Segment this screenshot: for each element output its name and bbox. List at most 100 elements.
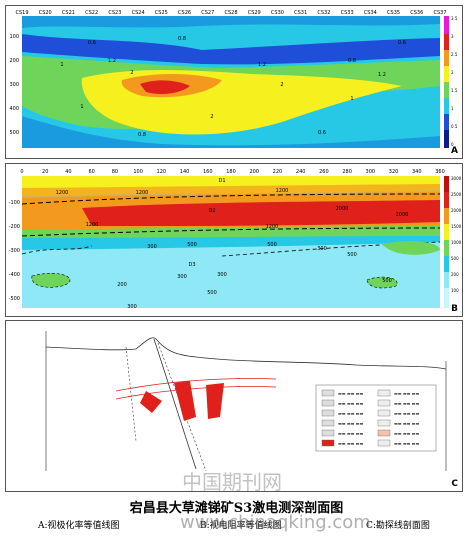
station-labels: CS19 CS20 CS21 CS22 CS23 CS24 CS25 CS26 CS27 CS28… <box>15 10 446 16</box>
legend-swatch <box>377 399 391 407</box>
distance-tick: 120 <box>157 169 167 175</box>
contour-1200-upper <box>21 193 441 205</box>
contour-label: D3 <box>188 262 195 268</box>
contour-label: D1 <box>218 178 225 184</box>
legend-swatch <box>377 429 391 437</box>
legend-swatch <box>321 389 335 397</box>
legend-text: ▬▬ ▬▬ ▬▬ <box>394 431 419 436</box>
contour-label: 0.6 <box>88 40 96 46</box>
terrain-profile <box>45 337 447 370</box>
contour-label: 1.2 <box>258 62 266 68</box>
contour-label: 500 <box>187 242 197 248</box>
panel-c-cross-section: ▬▬ ▬▬ ▬▬ ▬▬ ▬▬ ▬▬ ▬▬ ▬▬ ▬▬ ▬▬ ▬▬ ▬▬ ▬▬ ▬▬ ▬▬… <box>5 320 463 492</box>
distance-axis: 0 20 40 60 80 100 120 140 160 180 200 220 240 260 280 3… <box>20 169 444 175</box>
panel-a-svg: CS19 CS20 CS21 CS22 CS23 CS24 CS25 CS26 CS27 CS28… <box>9 10 458 148</box>
legend-swatch <box>321 429 335 437</box>
scale-tick: 3.5 <box>451 16 458 21</box>
legend-text: ▬▬ ▬▬ ▬▬ <box>338 421 363 426</box>
depth-tick: -400 <box>9 272 20 278</box>
legend-swatch <box>377 409 391 417</box>
contour-label: 300 <box>127 304 137 310</box>
colorbar-a: 3.5 3 2.5 2 1.5 1 0.5 0 <box>444 16 458 148</box>
station-label: CS19 <box>15 10 28 16</box>
contour-label: 1.2 <box>108 58 116 64</box>
contour-label: 300 <box>317 246 327 252</box>
contour-label: 1200 <box>276 188 289 194</box>
green-patch-left <box>31 273 71 288</box>
distance-tick: 60 <box>88 169 94 175</box>
station-label: CS33 <box>341 10 354 16</box>
station-label: CS35 <box>387 10 400 16</box>
drill-hole-2 <box>153 338 197 470</box>
drill-hole-1 <box>125 346 137 442</box>
panel-c-label: C <box>451 479 458 489</box>
legend-swatch <box>321 439 335 447</box>
contour-label: 1 <box>80 104 83 110</box>
legend-text: ▬▬ ▬▬ ▬▬ <box>394 391 419 396</box>
legend-swatch <box>377 389 391 397</box>
contour-label: 2 <box>210 114 213 120</box>
station-label: CS24 <box>132 10 145 16</box>
panel-c-svg: ▬▬ ▬▬ ▬▬ ▬▬ ▬▬ ▬▬ ▬▬ ▬▬ ▬▬ ▬▬ ▬▬ ▬▬ ▬▬ ▬▬ ▬▬… <box>45 331 447 472</box>
watermark-url: www.chinaqking.com <box>180 512 371 533</box>
distance-tick: 200 <box>249 169 259 175</box>
depth-tick: -200 <box>9 224 20 230</box>
legend-swatch <box>377 439 391 447</box>
contour-label: 0.6 <box>318 130 326 136</box>
cyan-layer <box>22 236 440 250</box>
depth-tick: 200 <box>9 58 19 64</box>
scale-tick: 1500 <box>451 224 462 229</box>
bottom-band <box>22 116 440 148</box>
scale-tick: 500 <box>451 256 459 261</box>
fault-line <box>115 378 277 392</box>
distance-tick: 260 <box>319 169 329 175</box>
distance-tick: 240 <box>296 169 306 175</box>
legend-text: ▬▬ ▬▬ ▬▬ <box>394 421 419 426</box>
depth-axis: 100 200 300 400 500 <box>9 34 19 136</box>
scale-tick: 3 <box>451 34 454 39</box>
subcaption-b: B:视电阻率等值线图 <box>200 521 282 531</box>
legend-text: ▬▬ ▬▬ ▬▬ <box>338 401 363 406</box>
station-label: CS36 <box>410 10 423 16</box>
fault-line-2 <box>115 386 277 400</box>
contour-1200-lower <box>21 227 441 237</box>
contour-label: D2 <box>208 208 215 214</box>
distance-tick: 180 <box>226 169 236 175</box>
top-band <box>22 16 440 28</box>
distance-tick: 160 <box>203 169 213 175</box>
scale-tick: 1.5 <box>451 88 458 93</box>
red-layer <box>82 200 440 226</box>
ore-body-3 <box>206 383 224 419</box>
legend-swatch <box>321 419 335 427</box>
distance-tick: 80 <box>112 169 118 175</box>
contour-label: 1200 <box>136 190 149 196</box>
station-label: CS22 <box>85 10 98 16</box>
panel-b-label: B <box>451 304 458 314</box>
station-label: CS30 <box>271 10 284 16</box>
contour-label: 300 <box>177 274 187 280</box>
distance-tick: 140 <box>180 169 190 175</box>
legend-swatch <box>377 419 391 427</box>
contour-label: 500 <box>382 278 392 284</box>
blue-band <box>22 34 440 65</box>
legend-text: ▬▬ ▬▬ ▬▬ <box>338 431 363 436</box>
contour-label: 300 <box>147 244 157 250</box>
depth-tick: 100 <box>9 34 19 40</box>
scale-tick: 0.5 <box>451 124 458 129</box>
depth-axis: -100 -200 -300 -400 -500 <box>9 200 20 302</box>
distance-tick: 100 <box>133 169 143 175</box>
depth-tick: -500 <box>9 296 20 302</box>
station-label: CS21 <box>62 10 75 16</box>
distance-tick: 20 <box>42 169 48 175</box>
contour-label: 500 <box>347 252 357 258</box>
station-label: CS27 <box>201 10 214 16</box>
scale-tick: 0 <box>451 142 454 147</box>
contour-label: 1 <box>350 96 353 102</box>
scale-tick: 2 <box>451 70 454 75</box>
contour-label: 0.8 <box>178 36 186 42</box>
depth-tick: 300 <box>9 82 19 88</box>
panel-b-svg: 0 20 40 60 80 100 120 140 160 180 200 220 240 260 280 3… <box>9 169 462 310</box>
station-label: CS34 <box>364 10 377 16</box>
depth-tick: 500 <box>9 130 19 136</box>
scale-tick: 2000 <box>451 208 462 213</box>
